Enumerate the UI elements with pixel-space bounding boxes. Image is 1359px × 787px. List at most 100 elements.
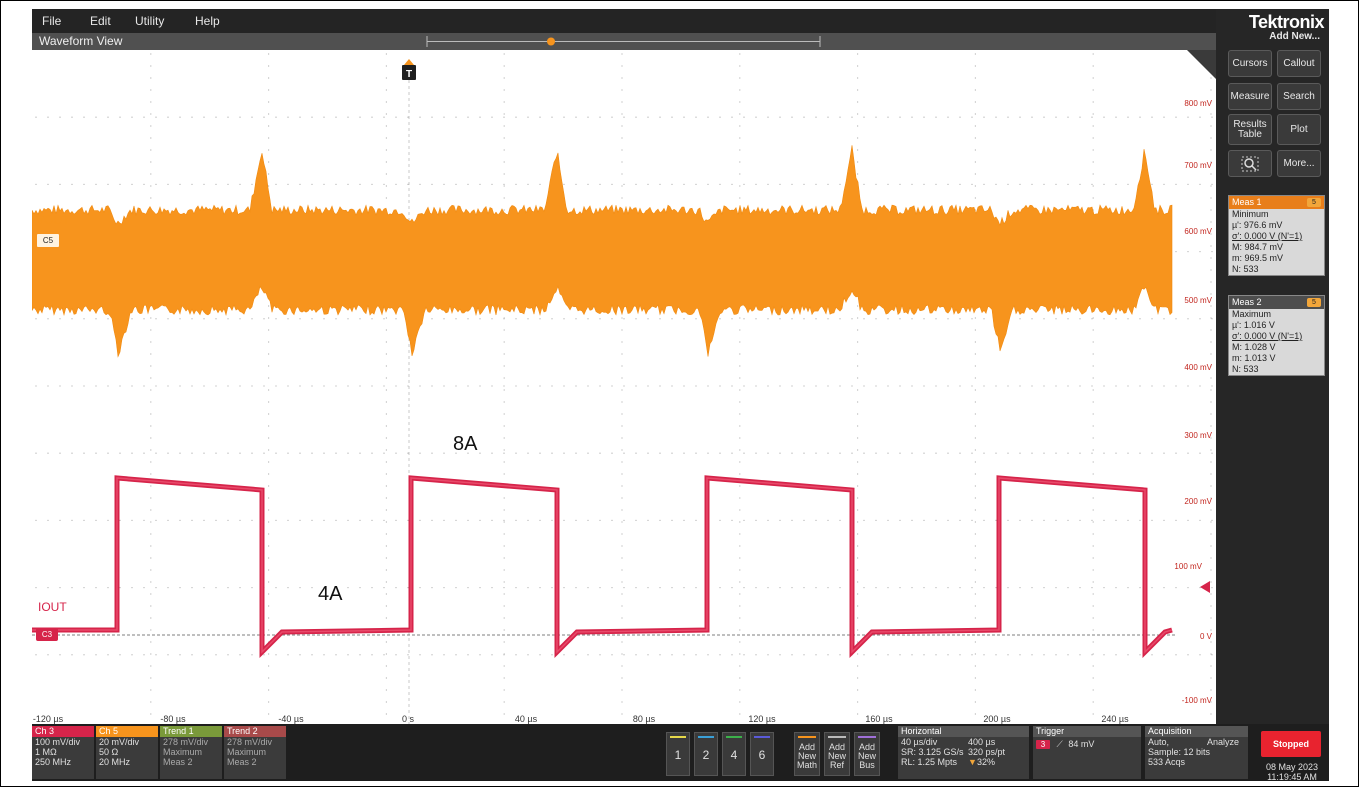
add-new-math-button[interactable]: Add New Math [794, 732, 820, 776]
meas1-count: N: 533 [1232, 264, 1259, 274]
record-overview-icon[interactable] [32, 33, 1216, 50]
measure-button[interactable]: Measure [1228, 83, 1272, 110]
menu-help[interactable]: Help [195, 14, 220, 28]
channel-2-button[interactable]: 2 [694, 732, 718, 776]
meas2-type: Maximum [1232, 309, 1272, 319]
channel-4-button[interactable]: 4 [722, 732, 746, 776]
tektronix-logo: Tektronix [1248, 12, 1325, 32]
ch5-termination: 50 Ω [99, 747, 119, 757]
zoom-button[interactable] [1228, 150, 1272, 177]
y-axis-label: 500 mV [1184, 296, 1212, 305]
meas1-max: M: 984.7 mV [1232, 242, 1284, 252]
horizontal-badge[interactable]: Horizontal 40 µs/div 400 µs SR: 3.125 GS/… [898, 726, 1029, 779]
meas2-badge[interactable]: Meas 2 5 Maximum µ': 1.016 V σ': 0.000 V … [1228, 295, 1325, 376]
ch3-termination: 1 MΩ [35, 747, 57, 757]
math-color-bar [798, 736, 816, 738]
ch5-badge[interactable]: Ch 5 20 mV/div 50 Ω 20 MHz [96, 726, 158, 779]
x-axis-label: -40 µs [278, 714, 304, 724]
search-button[interactable]: Search [1277, 83, 1321, 110]
add-new-math-label: Add New Math [796, 742, 817, 770]
ch4-color-bar [726, 736, 742, 738]
ch3-scale: 100 mV/div [35, 737, 81, 747]
menu-file[interactable]: File [42, 14, 62, 28]
add-new-ref-button[interactable]: Add New Ref [824, 732, 850, 776]
results-table-button[interactable]: Results Table [1228, 114, 1272, 145]
waveform-plot-area[interactable]: T 800 mV 700 mV 600 mV 500 mV 400 mV 300… [32, 50, 1216, 724]
x-axis-label: -80 µs [160, 714, 186, 724]
y-axis-label: 0 V [1199, 632, 1212, 641]
right-control-panel: Tektronix Add New... Cursors Callout Mea… [1216, 9, 1329, 781]
y-axis-label: 300 mV [1184, 431, 1212, 440]
date-time-display: 08 May 2023 11:19:45 AM [1259, 762, 1325, 782]
meas2-count: N: 533 [1232, 364, 1259, 374]
trigger-marker-arrow [404, 59, 414, 65]
trend2-title: Trend 2 [224, 726, 286, 737]
horizontal-resolution: 320 ps/pt [968, 747, 1006, 757]
channel-6-button[interactable]: 6 [750, 732, 774, 776]
run-stop-status-button[interactable]: Stopped [1261, 731, 1321, 757]
meas1-stddev: σ': 0.000 V (N'=1) [1232, 231, 1303, 241]
y-axis-label: 700 mV [1184, 161, 1212, 170]
zoom-corner-icon [1187, 50, 1216, 79]
meas2-min: m: 1.013 V [1232, 353, 1276, 363]
waveform-view-title: Waveform View [39, 34, 123, 48]
horizontal-scale: 40 µs/div [901, 737, 938, 747]
meas2-title: Meas 2 [1232, 297, 1262, 307]
more-button[interactable]: More... [1277, 150, 1321, 177]
trigger-position-icon: ▼ [968, 757, 977, 767]
y-axis-label: 800 mV [1184, 99, 1212, 108]
x-axis-label: 240 µs [1101, 714, 1129, 724]
acquisition-badge[interactable]: Acquisition Auto, Analyze Sample: 12 bits… [1145, 726, 1248, 779]
trigger-title: Trigger [1033, 726, 1141, 737]
y-axis-label: 100 mV [1174, 562, 1202, 571]
c3-marker[interactable]: C3 [36, 628, 58, 641]
meas1-mean: µ': 976.6 mV [1232, 220, 1283, 230]
menu-edit[interactable]: Edit [90, 14, 111, 28]
trigger-marker-label: T [406, 69, 412, 80]
trigger-level-arrow [1200, 581, 1210, 593]
ch3-bandwidth: 250 MHz [35, 757, 72, 767]
rising-edge-icon: ⟋ [1056, 739, 1063, 749]
x-axis-label: 80 µs [632, 714, 656, 724]
meas1-min: m: 969.5 mV [1232, 253, 1284, 263]
add-new-bus-button[interactable]: Add New Bus [854, 732, 880, 776]
menu-utility[interactable]: Utility [135, 14, 165, 28]
trend1-title: Trend 1 [160, 726, 222, 737]
date-label: 08 May 2023 [1265, 762, 1319, 772]
acquisition-analyze: Analyze [1207, 737, 1240, 747]
trend1-badge[interactable]: Trend 1 278 mV/div Maximum Meas 2 [160, 726, 222, 779]
horizontal-sample-rate: SR: 3.125 GS/s [901, 747, 964, 757]
trend2-source: Meas 2 [227, 757, 257, 767]
oscilloscope-window: File Edit Utility Help Waveform View T 8… [32, 9, 1329, 782]
x-axis-label: 0 s [401, 714, 415, 724]
meas1-source-badge: 5 [1307, 198, 1321, 207]
trigger-badge[interactable]: Trigger 3 ⟋ 84 mV [1033, 726, 1141, 779]
bus-color-bar [858, 736, 876, 738]
cursors-button[interactable]: Cursors [1228, 50, 1272, 77]
trigger-marker-box [402, 65, 416, 80]
ch3-badge[interactable]: Ch 3 100 mV/div 1 MΩ 250 MHz [32, 726, 94, 779]
channel-1-button[interactable]: 1 [666, 732, 690, 776]
vout-trace-label: VOUT [36, 213, 70, 227]
callout-button[interactable]: Callout [1277, 50, 1321, 77]
iout-trace-label: IOUT [38, 600, 67, 614]
menu-bar: File Edit Utility Help [32, 9, 1216, 33]
ch1-color-bar [670, 736, 686, 738]
plot-button[interactable]: Plot [1277, 114, 1321, 145]
channel-2-label: 2 [702, 748, 710, 762]
y-axis-label: 600 mV [1184, 227, 1212, 236]
iout-trace [32, 475, 1173, 659]
iout-trace-highlight [32, 477, 1173, 654]
x-axis-label: -120 µs [32, 714, 64, 724]
meas2-mean: µ': 1.016 V [1232, 320, 1275, 330]
meas1-badge[interactable]: Meas 1 5 Minimum µ': 976.6 mV σ': 0.000 V… [1228, 195, 1325, 276]
horizontal-position: 32% [977, 757, 996, 767]
acquisition-title: Acquisition [1145, 726, 1248, 737]
trend2-badge[interactable]: Trend 2 278 mV/div Maximum Meas 2 [224, 726, 286, 779]
meas2-source-badge: 5 [1307, 298, 1321, 307]
c5-marker[interactable]: C5 [36, 233, 60, 248]
waveform-plot-svg[interactable]: T [32, 50, 1216, 724]
acquisition-count: 533 Acqs [1148, 757, 1186, 767]
y-axis-label: 200 mV [1184, 497, 1212, 506]
acquisition-mode: Auto, [1148, 737, 1170, 747]
